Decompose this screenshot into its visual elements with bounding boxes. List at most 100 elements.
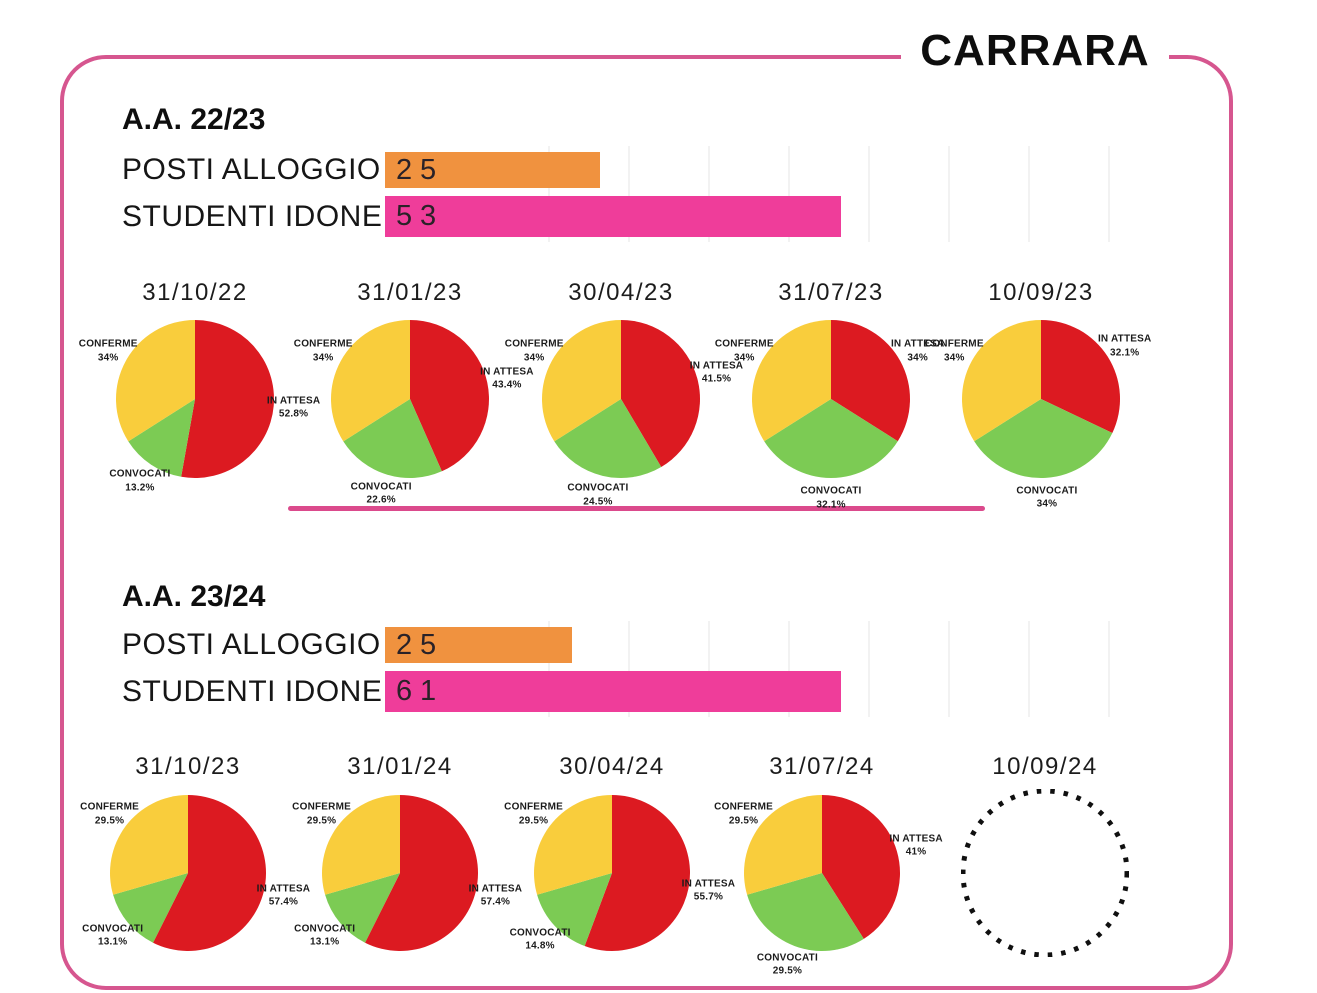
pie-slice-label: CONFERME 34% <box>505 338 564 365</box>
slice-percent: 32.1% <box>816 499 846 510</box>
title-mask <box>901 49 1169 65</box>
pie-wedge-convocati <box>325 873 400 943</box>
slice-name: CONFERME <box>292 801 352 813</box>
pie-slice-label: CONVOCATI 14.8% <box>510 926 571 953</box>
pie-wedge-convocati <box>113 873 188 943</box>
pie-slice-label: IN ATTESA 43.4% <box>480 365 533 392</box>
slice-name: IN ATTESA <box>890 338 945 350</box>
grid-line <box>1028 621 1030 717</box>
slice-percent: 29.5% <box>306 815 337 827</box>
pie-slice-label: CONFERME 29.5% <box>714 801 773 828</box>
grid-line <box>868 621 870 717</box>
slice-name: IN ATTESA <box>480 366 534 378</box>
grid-line <box>948 146 950 242</box>
slice-percent: 24.5% <box>583 496 613 508</box>
slice-percent: 29.5% <box>94 815 125 827</box>
pie-chart <box>331 320 489 478</box>
pie-date-label: 31/07/23 <box>778 279 884 306</box>
slice-percent: 34% <box>907 352 928 364</box>
slice-percent: 52.8% <box>278 408 309 420</box>
pie-date-label: 30/04/24 <box>559 753 665 780</box>
pie-date-label: 31/10/23 <box>135 753 241 780</box>
pie-slice-label: CONVOCATI 29.5% <box>757 951 818 978</box>
grid-line <box>1028 146 1030 242</box>
pie-chart <box>542 320 700 478</box>
pie-chart <box>752 320 910 478</box>
grid-line <box>788 621 790 717</box>
bar-studenti-idonei-1: 53 <box>385 196 841 237</box>
slice-name: CONFERME <box>80 801 140 813</box>
grid-line <box>548 621 550 717</box>
slice-name: CONVOCATI <box>800 485 862 497</box>
grid-line <box>548 146 550 242</box>
slice-name: IN ATTESA <box>468 883 523 895</box>
bar-value-idonei-2: 61 <box>396 675 444 707</box>
pie-slice-label: IN ATTESA 57.4% <box>469 882 522 909</box>
slice-percent: 41.5% <box>701 373 732 385</box>
pie-date-label: 10/09/23 <box>988 279 1094 306</box>
pie-slice-label: CONFERME 29.5% <box>504 801 563 828</box>
page-title: CARRARA <box>920 26 1150 75</box>
pie-slice-label: CONFERME 34% <box>79 338 138 365</box>
slice-name: IN ATTESA <box>689 360 744 372</box>
bar-label-posti-alloggio-2: POSTI ALLOGGIO <box>122 628 381 661</box>
slice-percent: 34% <box>97 352 119 364</box>
slice-percent: 57.4% <box>268 896 299 908</box>
slice-percent: 32.1% <box>1110 347 1140 359</box>
grid-line <box>1108 146 1110 242</box>
slice-percent: 13.1% <box>98 936 128 948</box>
pie-chart <box>962 320 1121 479</box>
pie-wedge-conferme <box>331 320 410 442</box>
slice-name: CONVOCATI <box>350 481 412 493</box>
slice-percent: 13.2% <box>125 482 155 494</box>
pie-slice-label: CONVOCATI 34% <box>1016 484 1077 511</box>
border-frame <box>60 55 1233 990</box>
pie-slice-label: IN ATTESA 55.7% <box>682 877 735 904</box>
pie-wedge-conferme <box>110 795 188 895</box>
pie-wedge-in-attesa <box>1041 320 1121 433</box>
pie-slice-label: CONVOCATI 13.1% <box>294 922 355 949</box>
slice-percent: 14.8% <box>525 940 555 952</box>
slice-name: CONFERME <box>504 338 564 350</box>
pie-slice-label: CONFERME 29.5% <box>292 801 351 828</box>
pie-chart <box>744 795 900 951</box>
slice-name: CONVOCATI <box>509 927 571 939</box>
pie-wedge-in-attesa <box>153 795 267 951</box>
slice-name: CONVOCATI <box>294 923 356 935</box>
slice-percent: 34% <box>733 352 755 364</box>
pie-wedge-in-attesa <box>181 320 275 478</box>
pie-wedge-convocati <box>554 399 662 478</box>
bar-value-posti-2: 25 <box>396 629 444 661</box>
pie-wedge-conferme <box>116 320 195 442</box>
bar-studenti-idonei-2: 61 <box>385 671 841 712</box>
pie-chart <box>110 795 267 951</box>
slice-percent: 29.5% <box>772 965 803 977</box>
slice-percent: 34% <box>1036 498 1058 510</box>
bar-value-idonei-1: 53 <box>396 200 444 232</box>
grid-line <box>708 621 710 717</box>
slice-percent: 43.4% <box>492 379 522 391</box>
pie-wedge-in-attesa <box>365 795 479 951</box>
pie-wedge-conferme <box>962 320 1041 442</box>
pie-slice-label: CONVOCATI 24.5% <box>567 482 628 509</box>
pie-date-label: 31/10/22 <box>142 279 248 306</box>
pie-slice-label: CONFERME 34% <box>294 338 353 365</box>
pie-slice-label: CONFERME 29.5% <box>80 801 139 828</box>
section-2-header: A.A. 23/24 <box>122 580 266 613</box>
grid-line <box>628 621 630 717</box>
slice-percent: 34% <box>943 352 965 364</box>
slice-name: CONVOCATI <box>756 952 818 964</box>
grid-line <box>788 146 790 242</box>
pie-slice-label: CONVOCATI 13.2% <box>109 468 170 495</box>
bar-label-studenti-idonei-1: STUDENTI IDONEI <box>122 200 392 233</box>
pie-slice-label: IN ATTESA 52.8% <box>267 394 320 421</box>
pie-wedge-convocati <box>974 399 1113 479</box>
grid-line <box>628 146 630 242</box>
pie-wedge-conferme <box>542 320 621 442</box>
pie-slice-label: IN ATTESA 41.5% <box>690 359 743 386</box>
slice-name: CONVOCATI <box>82 923 144 935</box>
pie-date-label: 10/09/24 <box>992 753 1098 780</box>
slice-name: IN ATTESA <box>1097 333 1152 345</box>
slice-name: CONFERME <box>714 338 774 350</box>
